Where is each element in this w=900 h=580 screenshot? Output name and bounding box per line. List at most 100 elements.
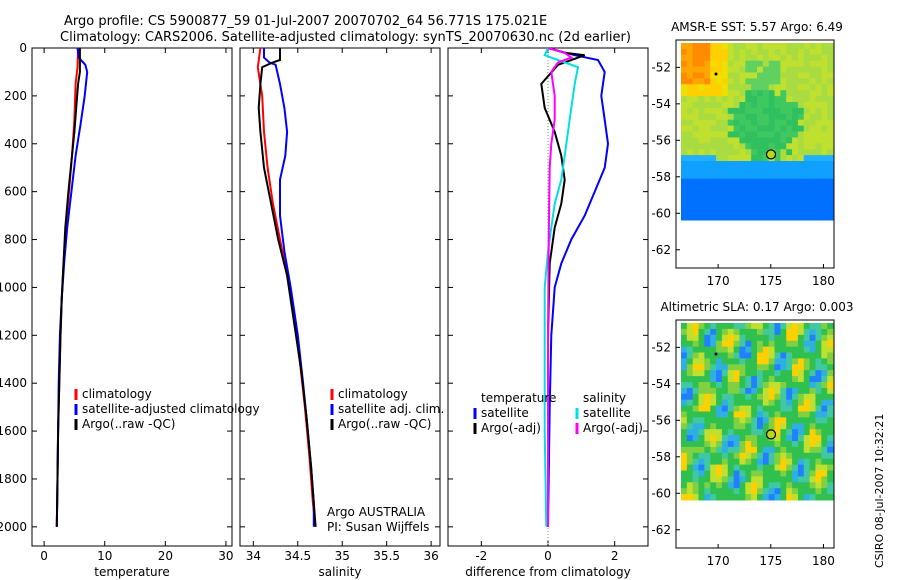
heatmap-cell [681,54,688,62]
heatmap-cell [739,78,746,85]
heatmap-cell [733,107,740,115]
heatmap-cell [716,72,723,79]
heatmap-cell [786,90,793,97]
heatmap-cell [774,399,781,407]
heatmap-cell [727,143,735,150]
heatmap-cell [698,202,705,209]
heatmap-cell [686,72,694,79]
heatmap-cell [727,60,735,68]
heatmap-cell [710,214,717,221]
heatmap-cell [792,90,799,97]
heatmap-cell [821,382,828,389]
heatmap-cell [692,78,700,85]
heatmap-cell [698,446,705,454]
heatmap-cell [803,184,811,191]
heatmap-cell [681,119,688,127]
heatmap-cell [733,143,740,150]
heatmap-cell [721,178,729,186]
heatmap-cell [821,184,828,191]
heatmap-cell [797,161,805,168]
heatmap-cell [821,340,828,348]
heatmap-cell [786,352,793,359]
heatmap-cell [797,340,805,348]
heatmap-cell [716,429,723,436]
heatmap-cell [681,417,688,424]
heatmap-cell [815,48,822,56]
heatmap-cell [803,149,811,156]
heatmap-cell [733,328,740,336]
heatmap-cell [821,470,828,477]
heatmap-cell [739,113,746,121]
heatmap-cell [710,90,717,97]
heatmap-cell [739,393,746,401]
heatmap-cell [716,352,723,359]
heatmap-cell [827,370,834,377]
heatmap-cell [780,161,787,168]
heatmap-cell [739,202,746,209]
heatmap-cell [786,184,793,191]
heatmap-cell [786,370,793,377]
series-line-salinity-satellite [543,48,580,527]
heatmap-cell [792,399,799,407]
heatmap-cell [710,96,717,103]
heatmap-cell [751,102,758,109]
heatmap-cell [727,446,735,454]
heatmap-cell [716,417,723,424]
heatmap-cell [774,441,781,448]
heatmap-cell [751,452,758,460]
heatmap-cell [698,346,705,353]
heatmap-cell [710,137,717,144]
heatmap-cell [774,376,781,383]
heatmap-cell [692,417,700,424]
heatmap-cell [716,143,723,150]
heatmap-cell [827,405,834,412]
heatmap-cell [809,190,816,197]
heatmap-cell [827,149,834,156]
heatmap-cell [751,470,758,477]
heatmap-cell [827,441,834,448]
heatmap-cell [827,190,834,197]
heatmap-cell [809,476,816,483]
heatmap-cell [698,155,705,162]
heatmap-cell [727,125,735,132]
heatmap-cell [721,190,729,197]
heatmap-cell [739,488,746,495]
legend-label: satellite-adjusted climatology [82,402,260,416]
heatmap-cell [757,208,764,215]
heatmap-cell [686,131,694,138]
heatmap-cell [786,66,793,73]
heatmap-cell [733,358,740,365]
heatmap-cell [733,494,740,501]
heatmap-cell [721,370,729,377]
heatmap-cell [809,161,816,168]
heatmap-cell [757,107,764,115]
heatmap-cell [809,429,816,436]
heatmap-cell [774,358,781,365]
heatmap-cell [710,458,717,466]
heatmap-cell [780,494,787,501]
heatmap-cell [745,405,752,412]
heatmap-cell [768,166,776,174]
heatmap-cell [698,399,705,407]
heatmap-cell [686,149,694,156]
heatmap-cell [692,43,700,50]
heatmap-cell [716,435,723,442]
heatmap-cell [704,446,711,454]
heatmap-cell [780,54,787,62]
heatmap-cell [827,376,834,383]
heatmap-cell [704,464,711,471]
heatmap-cell [686,340,694,348]
heatmap-cell [710,131,717,138]
heatmap-cell [757,476,764,483]
heatmap-cell [797,78,805,85]
heatmap-cell [751,90,758,97]
heatmap-cell [681,423,688,430]
track-dot [714,72,718,76]
heatmap-cell [739,90,746,97]
heatmap-cell [745,166,752,174]
heatmap-cell [716,446,723,454]
heatmap-cell [739,84,746,91]
heatmap-cell [792,125,799,132]
heatmap-cell [780,96,787,103]
heatmap-cell [692,340,700,348]
